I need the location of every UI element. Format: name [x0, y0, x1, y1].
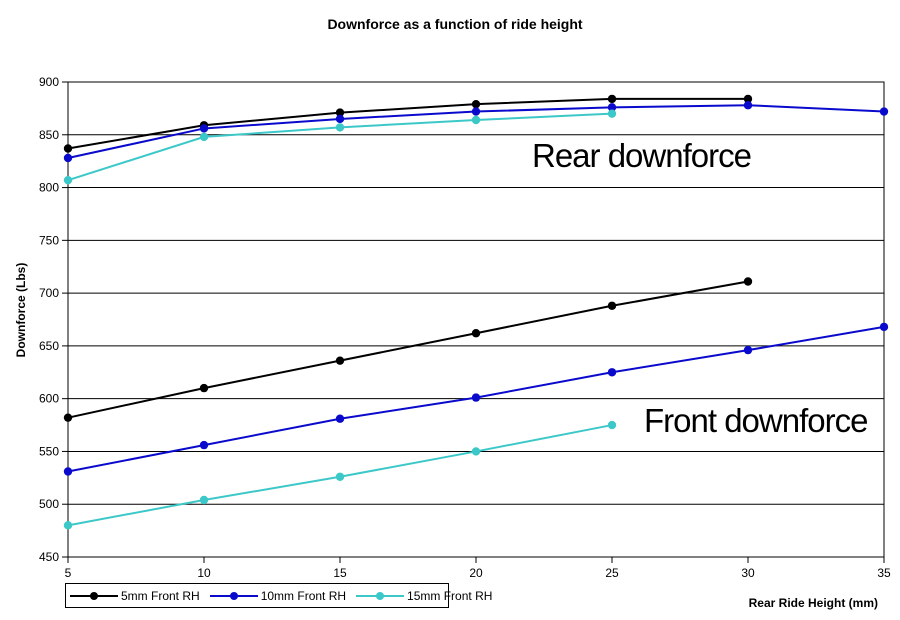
data-point [199, 440, 209, 450]
x-tick-label: 35 [877, 566, 891, 580]
y-tick-label: 900 [39, 75, 59, 89]
data-point [471, 393, 481, 402]
data-point [879, 322, 889, 332]
x-axis-title: Rear Ride Height (mm) [748, 596, 878, 610]
series-line [67, 280, 749, 419]
data-point [471, 329, 481, 338]
data-point [335, 108, 345, 117]
y-tick-label: 500 [39, 497, 59, 511]
y-tick-label: 700 [39, 286, 59, 300]
x-tick-label: 15 [333, 566, 347, 580]
data-point [63, 521, 73, 530]
data-point [471, 107, 481, 116]
data-point [63, 413, 73, 422]
legend-line-marker-icon [209, 591, 258, 601]
data-point [199, 132, 209, 142]
x-tick-label: 30 [741, 566, 755, 580]
data-point [335, 123, 345, 132]
x-tick-label: 10 [197, 566, 211, 580]
y-tick-label: 600 [39, 392, 59, 406]
legend-item: 10mm Front RH [209, 588, 354, 603]
legend-line-marker-icon [356, 591, 405, 601]
data-point [63, 467, 73, 476]
data-point [471, 99, 481, 109]
legend-label: 10mm Front RH [260, 588, 347, 603]
y-axis-title: Downforce (Lbs) [14, 262, 28, 358]
data-point [743, 101, 753, 110]
data-point [743, 94, 753, 104]
x-tick-label: 5 [65, 566, 72, 580]
legend-label: 15mm Front RH [407, 588, 493, 603]
y-tick-label: 800 [39, 181, 59, 195]
x-tick-label: 25 [605, 566, 619, 580]
x-tick-label: 20 [469, 566, 483, 580]
data-point [63, 144, 73, 153]
annotation-front-downforce: Front downforce [640, 402, 872, 440]
y-tick-label: 550 [39, 444, 59, 458]
data-point [335, 356, 345, 365]
legend-item: 5mm Front RH [70, 589, 208, 603]
y-tick-label: 850 [39, 128, 59, 142]
annotation-rear-downforce: Rear downforce [528, 137, 755, 175]
data-point [471, 115, 481, 125]
data-point [607, 103, 617, 112]
data-point [607, 301, 617, 310]
data-point [607, 109, 617, 118]
series-line [67, 97, 748, 150]
data-point [743, 277, 753, 286]
y-tick-label: 750 [39, 233, 59, 247]
data-point [199, 495, 209, 505]
data-point [335, 472, 345, 481]
y-tick-label: 650 [39, 339, 59, 353]
data-point [63, 175, 73, 185]
data-point [879, 107, 889, 116]
legend-box: 5mm Front RH 10mm Front RH 15mm Front RH [65, 583, 492, 608]
legend-item: 15mm Front RH [356, 589, 500, 603]
data-point [607, 368, 617, 377]
data-point [607, 420, 617, 430]
data-point [607, 94, 617, 104]
data-point [199, 124, 209, 133]
data-point [63, 153, 73, 163]
data-point [743, 345, 753, 355]
chart-title: Downforce as a function of ride height [327, 16, 583, 32]
plot-border [67, 81, 885, 558]
data-point [335, 114, 345, 124]
y-tick-label: 450 [39, 550, 59, 564]
legend-line-marker-icon [70, 591, 118, 601]
legend-label: 5mm Front RH [121, 588, 200, 603]
data-point [471, 447, 481, 456]
data-point [335, 414, 345, 423]
data-point [199, 383, 209, 393]
